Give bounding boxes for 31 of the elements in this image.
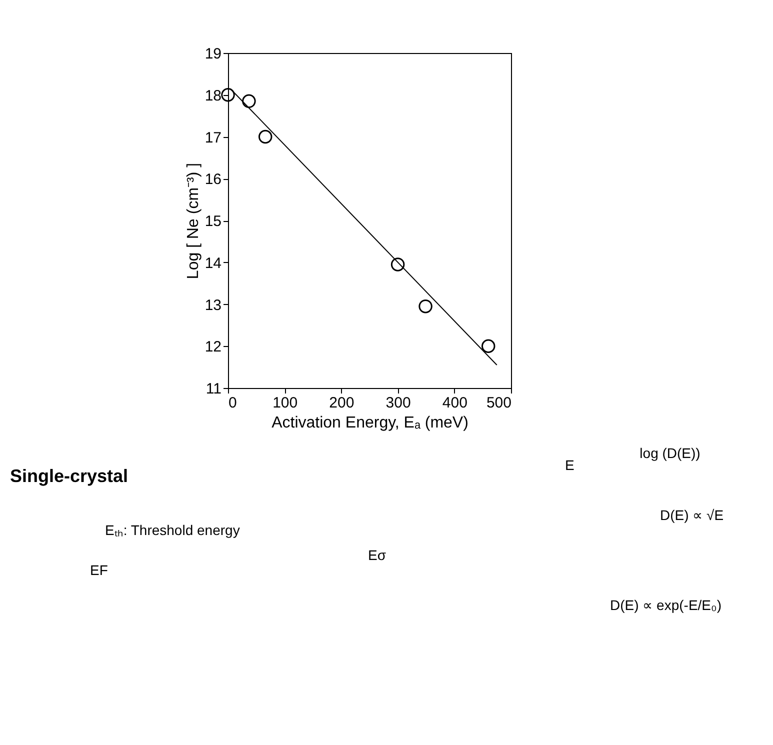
y-tick-label: 11 xyxy=(206,380,222,398)
y-tick-label: 16 xyxy=(204,171,222,188)
y-tick-label: 15 xyxy=(204,213,222,230)
text: Eσ xyxy=(368,547,386,563)
x-tick-label: 0 xyxy=(228,394,237,412)
y-axis-title: Log [ Ne (cm⁻³) ] xyxy=(184,162,202,280)
point xyxy=(258,130,272,144)
y-tick-label: 13 xyxy=(204,296,222,314)
point xyxy=(418,299,432,314)
point xyxy=(390,258,405,272)
text: Eₜₕ: Threshold energy xyxy=(105,522,240,538)
x-tick-label: 500 xyxy=(486,394,512,412)
x-tick-label: 400 xyxy=(442,394,468,412)
x-tick-label: 300 xyxy=(386,394,411,412)
point xyxy=(221,88,235,102)
text: EF xyxy=(90,562,108,578)
x-tick-label: 100 xyxy=(272,394,298,412)
text: D(E) ∝ exp(-E/E₀) xyxy=(610,597,722,613)
y-tick-label: 18 xyxy=(204,87,222,104)
text: Single-crystal xyxy=(10,466,128,486)
x-tick-label: 200 xyxy=(329,394,354,412)
point xyxy=(481,339,496,353)
text: E xyxy=(565,457,574,473)
x-axis-title: Activation Energy, Eₐ (meV) xyxy=(272,414,468,432)
text: log (D(E)) xyxy=(640,445,700,461)
text: D(E) ∝ √E xyxy=(660,507,724,523)
y-tick-label: 12 xyxy=(204,338,222,356)
y-tick-label: 14 xyxy=(204,254,222,272)
point xyxy=(242,94,256,108)
y-tick-label: 19 xyxy=(204,46,222,62)
y-tick-label: 17 xyxy=(204,129,222,146)
